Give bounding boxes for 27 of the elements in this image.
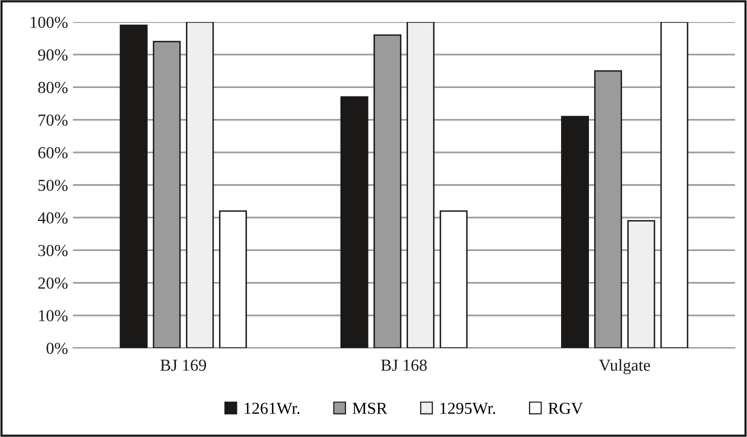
bar (340, 96, 368, 348)
x-tick-label: BJ 169 (160, 360, 206, 371)
y-tick-label: 80% (38, 82, 68, 94)
y-tick-label: 60% (38, 147, 68, 158)
y-tick-label: 0% (46, 342, 68, 354)
legend-label: 1261Wr. (244, 402, 300, 414)
legend-label: RGV (548, 402, 583, 414)
y-tick-label: 10% (39, 310, 68, 322)
bar (120, 24, 148, 348)
bar (406, 22, 434, 348)
y-tick-label: 50% (38, 180, 68, 191)
y-tick-label: 70% (38, 114, 68, 126)
x-tick-label: Vulgate (598, 359, 650, 374)
bar (660, 22, 688, 348)
bar (219, 210, 247, 348)
y-tick-label: 30% (38, 244, 68, 256)
y-tick-label: 20% (38, 278, 68, 289)
y-tick-label: 40% (38, 212, 68, 224)
legend-label: MSR (352, 402, 388, 414)
x-tick-label: BJ 168 (381, 360, 427, 371)
bar (561, 116, 589, 348)
bar (186, 22, 214, 348)
y-tick-label: 100% (30, 16, 68, 28)
y-tick-label: 90% (38, 49, 68, 61)
legend-label: 1295Wr. (440, 402, 496, 414)
bar (627, 220, 656, 348)
bar (440, 210, 468, 348)
